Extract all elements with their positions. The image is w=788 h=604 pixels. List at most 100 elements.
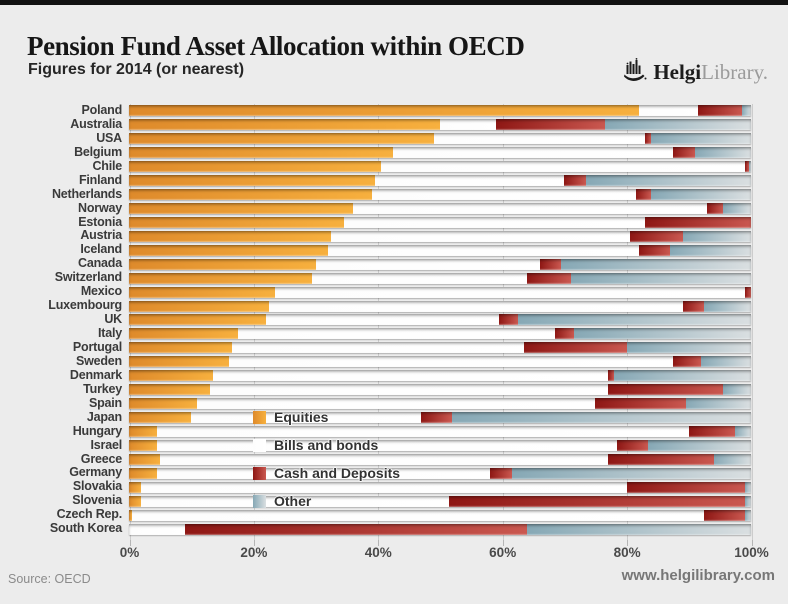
equities-segment[interactable] <box>129 189 372 201</box>
other-segment[interactable] <box>682 230 751 242</box>
equities-segment[interactable] <box>129 439 157 451</box>
other-segment[interactable] <box>744 509 751 521</box>
cash-and-deposits-segment[interactable] <box>744 161 750 173</box>
bills-and-bonds-segment[interactable] <box>197 398 596 410</box>
cash-and-deposits-segment[interactable] <box>744 286 751 298</box>
stacked-bar-poland[interactable] <box>129 105 751 117</box>
other-segment[interactable] <box>723 384 751 396</box>
equities-segment[interactable] <box>129 119 440 131</box>
cash-and-deposits-segment[interactable] <box>564 175 587 187</box>
other-segment[interactable] <box>651 189 751 201</box>
cash-and-deposits-segment[interactable] <box>449 495 745 507</box>
bills-and-bonds-segment[interactable] <box>331 230 630 242</box>
equities-segment[interactable] <box>129 370 213 382</box>
cash-and-deposits-segment[interactable] <box>421 412 453 424</box>
bills-and-bonds-segment[interactable] <box>315 258 540 270</box>
cash-and-deposits-segment[interactable] <box>527 272 571 284</box>
cash-and-deposits-segment[interactable] <box>523 342 627 354</box>
stacked-bar-japan[interactable] <box>129 412 751 424</box>
cash-and-deposits-segment[interactable] <box>629 230 683 242</box>
stacked-bar-slovakia[interactable] <box>129 481 751 493</box>
other-segment[interactable] <box>573 328 751 340</box>
stacked-bar-uk[interactable] <box>129 314 751 326</box>
equities-segment[interactable] <box>129 133 434 145</box>
other-segment[interactable] <box>570 272 751 284</box>
bills-and-bonds-segment[interactable] <box>231 342 524 354</box>
bills-and-bonds-segment[interactable] <box>440 119 496 131</box>
stacked-bar-canada[interactable] <box>129 258 751 270</box>
equities-segment[interactable] <box>129 272 313 284</box>
cash-and-deposits-segment[interactable] <box>495 119 605 131</box>
stacked-bar-belgium[interactable] <box>129 147 751 159</box>
bills-and-bonds-segment[interactable] <box>343 216 646 228</box>
cash-and-deposits-segment[interactable] <box>645 133 652 145</box>
equities-segment[interactable] <box>129 161 381 173</box>
bills-and-bonds-segment[interactable] <box>132 509 705 521</box>
equities-segment[interactable] <box>129 328 238 340</box>
bills-and-bonds-segment[interactable] <box>352 202 708 214</box>
stacked-bar-luxembourg[interactable] <box>129 300 751 312</box>
stacked-bar-south-korea[interactable] <box>129 523 751 535</box>
cash-and-deposits-segment[interactable] <box>184 523 528 535</box>
other-segment[interactable] <box>704 300 751 312</box>
cash-and-deposits-segment[interactable] <box>626 481 745 493</box>
equities-segment[interactable] <box>129 342 232 354</box>
bills-and-bonds-segment[interactable] <box>212 370 608 382</box>
bills-and-bonds-segment[interactable] <box>639 105 699 117</box>
equities-segment[interactable] <box>129 384 210 396</box>
cash-and-deposits-segment[interactable] <box>607 370 615 382</box>
other-segment[interactable] <box>527 523 751 535</box>
bills-and-bonds-segment[interactable] <box>328 244 640 256</box>
equities-segment[interactable] <box>129 453 161 465</box>
other-segment[interactable] <box>744 495 751 507</box>
bills-and-bonds-segment[interactable] <box>191 412 422 424</box>
other-segment[interactable] <box>517 314 751 326</box>
other-segment[interactable] <box>561 258 751 270</box>
stacked-bar-netherlands[interactable] <box>129 189 751 201</box>
stacked-bar-portugal[interactable] <box>129 342 751 354</box>
other-segment[interactable] <box>604 119 751 131</box>
stacked-bar-norway[interactable] <box>129 202 751 214</box>
stacked-bar-italy[interactable] <box>129 328 751 340</box>
other-segment[interactable] <box>626 342 751 354</box>
cash-and-deposits-segment[interactable] <box>673 356 702 368</box>
stacked-bar-germany[interactable] <box>129 467 751 479</box>
stacked-bar-chile[interactable] <box>129 161 751 173</box>
equities-segment[interactable] <box>129 286 276 298</box>
equities-segment[interactable] <box>129 230 332 242</box>
equities-segment[interactable] <box>129 467 157 479</box>
other-segment[interactable] <box>749 161 751 173</box>
bills-and-bonds-segment[interactable] <box>156 467 490 479</box>
bills-and-bonds-segment[interactable] <box>380 161 745 173</box>
other-segment[interactable] <box>651 133 751 145</box>
bills-and-bonds-segment[interactable] <box>237 328 556 340</box>
cash-and-deposits-segment[interactable] <box>607 384 723 396</box>
bills-and-bonds-segment[interactable] <box>156 439 618 451</box>
bills-and-bonds-segment[interactable] <box>393 147 674 159</box>
bills-and-bonds-segment[interactable] <box>374 175 565 187</box>
other-segment[interactable] <box>701 356 751 368</box>
bills-and-bonds-segment[interactable] <box>209 384 608 396</box>
cash-and-deposits-segment[interactable] <box>635 189 652 201</box>
cash-and-deposits-segment[interactable] <box>499 314 518 326</box>
equities-segment[interactable] <box>129 300 269 312</box>
stacked-bar-finland[interactable] <box>129 175 751 187</box>
bills-and-bonds-segment[interactable] <box>265 314 500 326</box>
bills-and-bonds-segment[interactable] <box>371 189 636 201</box>
other-segment[interactable] <box>511 467 751 479</box>
other-segment[interactable] <box>648 439 751 451</box>
cash-and-deposits-segment[interactable] <box>617 439 649 451</box>
cash-and-deposits-segment[interactable] <box>607 453 714 465</box>
cash-and-deposits-segment[interactable] <box>688 426 736 437</box>
equities-segment[interactable] <box>129 509 133 521</box>
stacked-bar-usa[interactable] <box>129 133 751 145</box>
cash-and-deposits-segment[interactable] <box>707 202 723 214</box>
equities-segment[interactable] <box>129 426 157 437</box>
cash-and-deposits-segment[interactable] <box>595 398 686 410</box>
stacked-bar-sweden[interactable] <box>129 356 751 368</box>
stacked-bar-israel[interactable] <box>129 439 751 451</box>
stacked-bar-austria[interactable] <box>129 230 751 242</box>
cash-and-deposits-segment[interactable] <box>673 147 695 159</box>
other-segment[interactable] <box>614 370 751 382</box>
equities-segment[interactable] <box>129 398 198 410</box>
